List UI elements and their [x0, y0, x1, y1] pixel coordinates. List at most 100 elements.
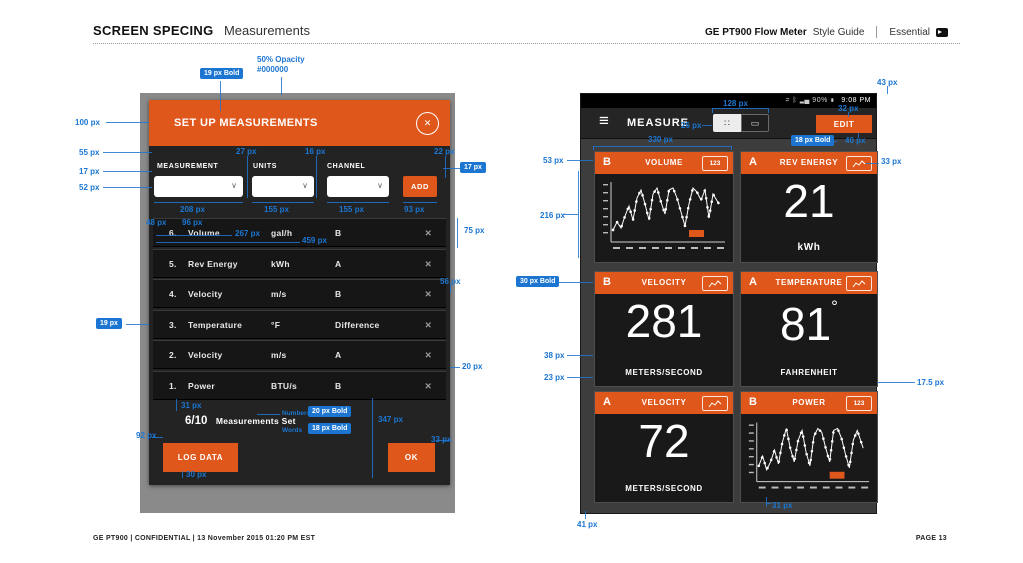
brand-logo-icon	[936, 27, 948, 37]
log-data-button[interactable]: LOG DATA	[163, 443, 238, 472]
units-dropdown[interactable]: ∨	[252, 176, 314, 197]
tile-temperature[interactable]: A TEMPERATURE 81° FAHRENHEIT	[740, 271, 878, 387]
leader-line	[182, 471, 183, 478]
numeric-view-button[interactable]: 123	[846, 396, 872, 411]
tile-power[interactable]: B POWER 123	[740, 391, 878, 503]
leader-line	[593, 146, 594, 150]
leader-line	[403, 202, 437, 203]
leader-line	[766, 497, 767, 507]
remove-icon[interactable]: ✕	[424, 228, 432, 238]
leader-line	[247, 156, 248, 198]
remove-icon[interactable]: ✕	[424, 319, 432, 330]
setup-measurements-modal: SET UP MEASUREMENTS ✕ MEASUREMENT UNITS …	[149, 100, 450, 485]
channel-badge: A	[749, 156, 757, 168]
remove-icon[interactable]: ✕	[424, 380, 432, 391]
leader-line	[866, 163, 879, 164]
row-number: 5.	[169, 258, 177, 269]
leader-line	[445, 156, 446, 178]
spec-label: #000000	[257, 65, 289, 74]
leader-line	[567, 377, 593, 378]
leader-line	[220, 81, 221, 111]
tile-rev-energy[interactable]: A REV ENERGY 21 kWh	[740, 151, 878, 263]
table-row: 5. Rev Energy kWh A ✕	[153, 248, 446, 278]
channel-badge: A	[603, 396, 611, 408]
chart-view-button[interactable]	[702, 276, 728, 291]
doc-header: GE PT900 Flow Meter Style Guide Essentia…	[705, 26, 948, 38]
row-channel: A	[335, 350, 342, 360]
row-number: 4.	[169, 289, 177, 299]
spec-label: 93 px	[404, 205, 425, 214]
remove-icon[interactable]: ✕	[424, 289, 432, 299]
header-divider	[876, 26, 878, 38]
row-units: BTU/s	[271, 380, 298, 391]
leader-line	[126, 324, 149, 325]
spec-label: 27 px	[236, 147, 257, 156]
channel-badge: A	[749, 276, 757, 288]
spec-label: 459 px	[302, 236, 327, 245]
header-rule	[93, 43, 960, 44]
measurement-value: 81°	[780, 297, 838, 350]
remove-icon[interactable]: ✕	[424, 350, 432, 360]
tile-volume[interactable]: B VOLUME 123	[594, 151, 734, 263]
leader-line	[437, 440, 451, 441]
leader-line	[152, 437, 163, 438]
leader-line	[848, 112, 849, 117]
spec-label: 16 px	[305, 147, 326, 156]
leader-line	[712, 108, 768, 109]
spec-label: 56 px	[440, 277, 461, 286]
leader-line	[327, 202, 389, 203]
status-time: 9:08 PM	[841, 97, 871, 104]
tile-title: VOLUME	[645, 158, 683, 167]
doc-name: GE PT900 Flow Meter	[705, 26, 807, 38]
leader-line	[766, 503, 771, 504]
grid-view-toggle[interactable]: ∷	[713, 114, 741, 132]
tile-header: B VELOCITY	[595, 272, 733, 294]
chart-view-button[interactable]	[846, 276, 872, 291]
spec-label: 155 px	[264, 205, 289, 214]
ok-button[interactable]: OK	[388, 443, 435, 472]
leader-line	[768, 108, 769, 113]
remove-icon[interactable]: ✕	[424, 258, 432, 269]
leader-line	[450, 367, 460, 368]
page-title: SCREEN SPECING Measurements	[93, 22, 310, 40]
tile-velocity-b[interactable]: B VELOCITY 281 METERS/SECOND	[594, 271, 734, 387]
spec-label: 128 px	[723, 99, 748, 108]
leader-line	[702, 125, 712, 126]
spec-label: 96 px	[182, 218, 203, 227]
row-number: 1.	[169, 380, 177, 391]
tile-velocity-a[interactable]: A VELOCITY 72 METERS/SECOND	[594, 391, 734, 503]
tablet-measure-screen: ⇄ ᛒ ▂▄ 90% ▮ 9:08 PM ≡ MEASURE ∷ ▭ EDIT …	[580, 93, 878, 514]
close-icon[interactable]: ✕	[416, 112, 439, 135]
row-units: m/s	[271, 289, 287, 299]
tile-title: TEMPERATURE	[775, 278, 843, 287]
spec-label: 267 px	[235, 229, 260, 238]
spec-label: 33 px	[881, 157, 902, 166]
leader-line	[176, 399, 177, 411]
channel-badge: B	[603, 156, 611, 168]
hamburger-menu-icon[interactable]: ≡	[599, 111, 609, 130]
tile-title: REV ENERGY	[779, 158, 839, 167]
row-number: 3.	[169, 319, 177, 330]
edit-button[interactable]: EDIT	[816, 115, 872, 133]
row-number: 6.	[169, 228, 177, 238]
tile-header: B VOLUME 123	[595, 152, 733, 174]
row-channel: B	[335, 289, 342, 299]
tile-header: A TEMPERATURE	[741, 272, 877, 294]
leader-line	[563, 214, 578, 215]
channel-dropdown[interactable]: ∨	[327, 176, 389, 197]
measurement-value: 281	[625, 295, 703, 347]
numeric-view-button[interactable]: 123	[702, 156, 728, 171]
chart-view-button[interactable]	[702, 396, 728, 411]
measurement-unit: FAHRENHEIT	[780, 368, 838, 377]
measurement-dropdown[interactable]: ∨	[154, 176, 243, 197]
leader-line	[372, 398, 373, 478]
footer-page-number: PAGE 13	[915, 535, 947, 542]
leader-line	[281, 77, 282, 95]
row-name: Velocity	[188, 350, 223, 360]
channel-column-label: CHANNEL	[327, 163, 366, 170]
measurement-unit: kWh	[797, 242, 821, 253]
spec-label: 330 px	[648, 135, 673, 144]
add-button[interactable]: ADD	[403, 176, 437, 197]
row-channel: A	[335, 258, 342, 269]
list-view-toggle[interactable]: ▭	[741, 114, 769, 132]
